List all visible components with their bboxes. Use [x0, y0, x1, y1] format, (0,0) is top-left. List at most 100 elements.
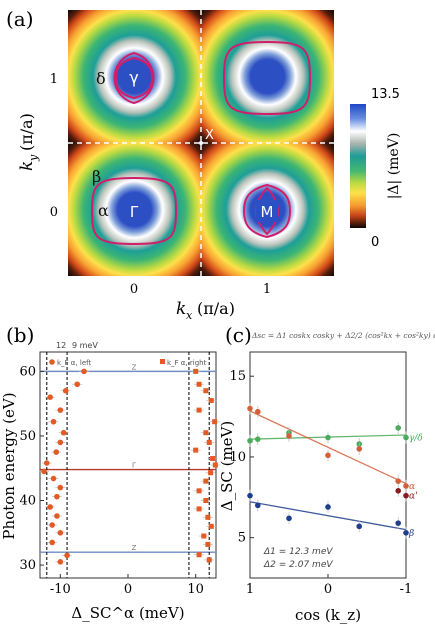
y-axis-label-sub: y: [27, 154, 40, 162]
panel-c-series-label-0: γ/δ: [409, 434, 423, 444]
panel-c-param-1: Δ1 = 12.3 meV: [263, 547, 333, 557]
panel-b-xticks: -10 0 10: [50, 574, 204, 597]
panel-c-xlabel: cos (k_z): [295, 606, 361, 624]
panel-b-point-left: [50, 475, 57, 482]
panel-b-ytick-label: 60: [19, 364, 36, 379]
panel-b-point-left: [57, 484, 64, 491]
panel-c-point-3: [286, 515, 292, 522]
panel-c-point-0: [403, 434, 409, 441]
y-axis-label-unit: (π/a): [17, 113, 36, 151]
panel-c-ylabel: Δ_SC (meV): [218, 421, 236, 512]
panel-c-point-2: [403, 492, 409, 499]
band-label-delta: δ: [96, 69, 106, 88]
panel-b-ytick-label: 40: [19, 494, 36, 509]
X-point-label: X: [205, 128, 214, 143]
y-tick-0: 0: [50, 205, 58, 220]
panel-b-label: (b): [6, 323, 34, 347]
x-tick-0: 0: [130, 282, 138, 297]
panel-c: (c) Δsc = Δ1 coskx cosky + Δ2/2 (cos²kx …: [218, 323, 435, 624]
x-axis-label-unit: (π/a): [197, 299, 235, 318]
panel-c-xtick-label: 1: [246, 582, 254, 597]
panel-b-ytick-label: 30: [19, 558, 36, 573]
panel-b-point-right: [208, 397, 214, 403]
panel-b-point-left: [57, 439, 64, 446]
panel-c-ytick-label: 5: [238, 531, 246, 546]
panel-c-xtick-label: -1: [400, 582, 413, 597]
x-axis-label-k: k: [176, 299, 186, 319]
panel-c-point-1: [247, 405, 253, 412]
legend-right-label: k_F α, right: [167, 359, 207, 367]
panel-c-yticks: 5 10 15: [229, 369, 254, 546]
panel-b-frame: [39, 351, 217, 579]
panel-b-point-left: [64, 552, 70, 559]
panel-b-hlines: Z Γ Z: [40, 363, 216, 553]
panel-b-point-left: [57, 530, 64, 536]
panel-c-fit-3: [249, 501, 407, 531]
colorbar-min: 0: [371, 235, 379, 250]
colorbar-label: |Δ| (meV): [386, 133, 402, 200]
panel-c-series-label-3: β: [408, 529, 414, 539]
fermi-surface-topright: [222, 40, 312, 116]
panel-b-point-left: [41, 468, 47, 475]
panel-c-label: (c): [225, 323, 252, 347]
panel-b-point-right: [193, 368, 199, 374]
panel-c-point-1: [325, 452, 331, 459]
panel-b-point-left: [74, 381, 81, 388]
legend-left-label: k_F α, left: [57, 359, 91, 367]
colorbar: [350, 104, 366, 228]
gamma-top-label: γ: [129, 68, 138, 87]
panel-b-ytick-label: 50: [19, 429, 36, 444]
panel-b-ylabel: Photon energy (eV): [0, 392, 18, 539]
panel-c-point-0: [247, 437, 253, 444]
panel-b-point-right: [196, 552, 202, 558]
x-axis-label-sub: x: [186, 309, 193, 322]
panel-b-top-annotation-9: 9 meV: [72, 341, 98, 350]
M-box: [256, 200, 278, 222]
panel-b-xtick-label: 10: [187, 582, 204, 597]
panel-b-point-left: [43, 460, 50, 466]
panel-c-point-3: [247, 492, 253, 499]
panel-c-point-1: [356, 446, 363, 452]
panel-c-ytick-label: 10: [229, 450, 246, 465]
panel-c-xtick-label: 0: [324, 582, 332, 597]
panel-c-point-3: [325, 504, 331, 510]
panel-a: (a) γ Γ M X δ β α 0 1 1 0: [6, 7, 402, 322]
panel-b-point-left: [57, 407, 64, 413]
fermi-surface-gamma-top: [114, 56, 154, 100]
y-axis-label-k: k: [17, 161, 37, 171]
panel-b-vlines: [46, 352, 210, 578]
panel-b-point-left: [54, 493, 60, 500]
panel-c-formula: Δsc = Δ1 coskx cosky + Δ2/2 (cos²kx + co…: [251, 331, 435, 340]
panel-b-top-annotation-12: 12: [56, 341, 66, 350]
y-tick-1: 1: [50, 72, 58, 87]
panel-c-points: [247, 402, 409, 539]
panel-b-point-right: [196, 407, 202, 413]
panel-b-point-right: [208, 523, 214, 529]
panel-b-xtick-label: -10: [50, 582, 71, 597]
panel-b-point-left: [54, 513, 60, 519]
panel-b-point-right: [196, 381, 202, 387]
panel-c-point-1: [286, 433, 292, 439]
panel-b-point-right: [201, 533, 207, 539]
band-label-beta: β: [92, 167, 101, 186]
panel-b-point-right: [196, 506, 202, 512]
panel-b-yticks: 30 40 50 60: [19, 364, 44, 573]
panel-c-point-1: [254, 408, 261, 415]
x-tick-1: 1: [263, 282, 271, 297]
panel-b-xlabel: Δ_SC^α (meV): [71, 604, 184, 622]
panel-c-point-0: [254, 436, 261, 442]
quad-top-right: [201, 10, 334, 143]
panel-b-point-right: [210, 456, 216, 462]
panel-b-point-right: [203, 498, 209, 504]
panel-c-fit-1: [249, 410, 407, 485]
gamma-box: [123, 200, 145, 222]
panel-c-series-labels: γ/δ αα' β: [408, 434, 423, 539]
panel-b-point-left: [57, 559, 64, 565]
panel-b-point-right: [208, 470, 214, 476]
panel-b-point-right: [205, 541, 211, 547]
panel-b-hline-label-0: Z: [132, 363, 137, 371]
panel-b: (b) Z Γ Z -10 0 10 30 40 50 60 12 9 meV k_F α, …: [0, 323, 221, 622]
panel-c-point-0: [395, 425, 402, 431]
panel-b-point-left: [81, 368, 87, 375]
